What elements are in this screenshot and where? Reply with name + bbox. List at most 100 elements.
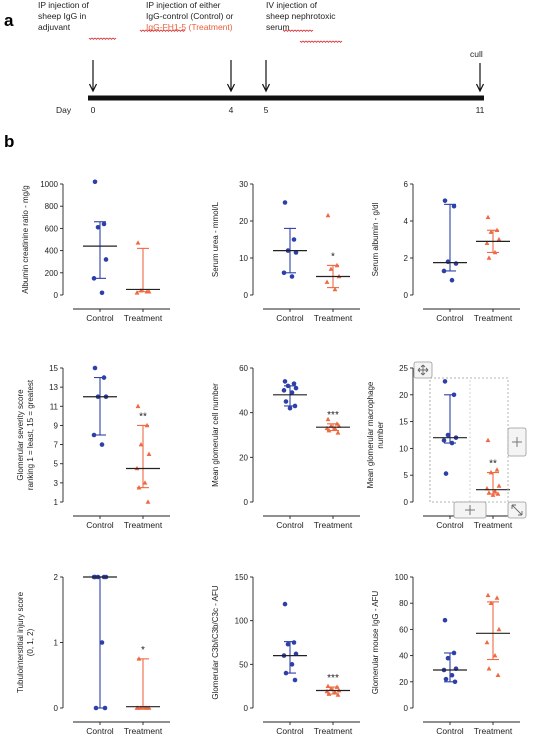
data-point	[93, 705, 99, 711]
treatment-group	[476, 214, 510, 260]
data-point	[442, 379, 448, 384]
data-point	[291, 381, 297, 386]
control-group	[433, 379, 467, 476]
control-group	[83, 179, 117, 296]
data-point	[101, 221, 107, 227]
y-tick-label: 0	[404, 704, 409, 713]
control-group	[433, 617, 467, 685]
data-point	[103, 257, 109, 262]
timeline-event-line: IgG-FH1-5 (Treatment)	[146, 22, 233, 32]
y-tick-label: 15	[49, 364, 58, 373]
y-axis-label: Mean glomerular macrophage	[366, 381, 375, 488]
timeline-day-tick: 5	[264, 105, 269, 115]
timeline-event-line: IP injection of either	[146, 0, 221, 10]
data-point	[485, 592, 491, 598]
data-point	[282, 601, 288, 607]
data-point	[334, 421, 340, 426]
data-point	[99, 442, 105, 447]
data-point	[146, 451, 152, 456]
data-point	[443, 471, 449, 476]
control-group	[433, 198, 467, 283]
x-label-treatment: Treatment	[314, 520, 353, 530]
y-tick-label: 1000	[40, 180, 58, 189]
y-tick-label: 2	[54, 573, 59, 582]
y-tick-label: 20	[399, 678, 408, 687]
data-point	[496, 626, 502, 632]
data-point	[138, 441, 144, 447]
data-point	[496, 236, 502, 242]
data-point	[283, 399, 289, 404]
timeline-event-line: IgG-control (Control) or	[146, 11, 234, 21]
data-point	[135, 240, 141, 245]
data-point	[445, 259, 451, 265]
data-point	[92, 179, 98, 185]
data-point	[335, 430, 341, 435]
y-tick-label: 1	[54, 639, 59, 648]
chart: 0 1 2 Control Treatment Tubulointerstitial in…	[16, 573, 170, 736]
significance-label: ***	[327, 673, 339, 684]
x-label-treatment: Treatment	[124, 520, 163, 530]
selection-box[interactable]	[429, 377, 509, 503]
control-group	[83, 365, 117, 447]
x-label-control: Control	[436, 313, 464, 323]
x-label-treatment: Treatment	[474, 313, 513, 323]
data-point	[99, 290, 105, 296]
chart: 0 20 40 60 80 100 Control Treatment Glomerular m…	[371, 573, 520, 736]
data-point	[144, 422, 150, 428]
data-point	[289, 274, 295, 279]
x-label-treatment: Treatment	[474, 726, 513, 736]
data-point	[486, 666, 492, 671]
add-bottom-button[interactable]	[453, 501, 487, 519]
data-point	[92, 365, 98, 371]
add-right-button[interactable]	[507, 427, 527, 457]
data-point	[335, 692, 341, 697]
data-point	[138, 705, 144, 710]
data-point	[136, 656, 142, 661]
resize-handle-icon[interactable]	[507, 501, 527, 519]
data-point	[282, 200, 288, 205]
y-tick-label: 7	[54, 441, 59, 450]
data-point	[441, 268, 447, 274]
y-tick-label: 11	[50, 402, 59, 411]
data-point	[135, 403, 141, 409]
y-tick-label: 4	[404, 217, 409, 226]
y-tick-label: 0	[54, 291, 59, 300]
y-axis-label: Glomerular severity score	[16, 389, 25, 481]
y-tick-label: 20	[239, 217, 248, 226]
timeline-day-tick: 0	[91, 105, 96, 115]
data-point	[488, 229, 494, 234]
chart: 0 10 20 30 Control Treatment Serum urea - mmol…	[211, 180, 360, 323]
y-tick-label: 15	[399, 418, 408, 427]
y-tick-label: 1	[54, 498, 59, 507]
y-tick-label: 60	[239, 364, 248, 373]
move-handle-icon[interactable]	[413, 361, 433, 379]
data-point	[102, 705, 108, 711]
y-tick-label: 100	[395, 573, 409, 582]
timeline-event-line: IP injection of	[38, 0, 90, 10]
data-point	[326, 427, 332, 433]
data-point	[486, 490, 492, 495]
data-point	[324, 425, 330, 431]
data-point	[325, 212, 331, 218]
data-point	[442, 198, 448, 203]
data-point	[441, 438, 447, 443]
y-axis-label: ranking 1 = least, 15 = greatest	[26, 379, 35, 490]
data-point	[445, 432, 451, 438]
y-tick-label: 9	[54, 421, 59, 430]
y-tick-label: 5	[404, 471, 409, 480]
chart: 0 50 100 150 Control Treatment Glomerular C3b/…	[211, 573, 360, 736]
timeline-event-line: IV injection of	[266, 0, 318, 10]
data-point	[488, 469, 494, 475]
y-tick-label: 50	[239, 660, 248, 669]
data-point	[91, 432, 97, 438]
spellcheck-underline	[88, 37, 117, 40]
data-point	[146, 289, 152, 294]
selection-overlay[interactable]	[413, 361, 527, 519]
data-point	[334, 262, 340, 268]
y-tick-label: 0	[404, 498, 409, 507]
y-tick-label: 40	[399, 652, 408, 661]
